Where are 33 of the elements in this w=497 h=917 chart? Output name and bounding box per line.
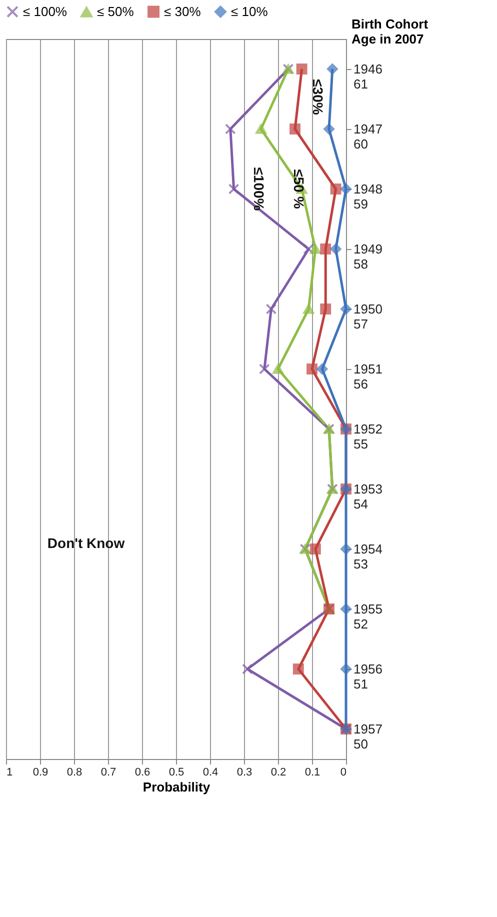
x-tick-label: 0.9: [32, 766, 48, 778]
y-tick-label: 1947 60: [354, 122, 382, 152]
y-tick-label: 1950 57: [354, 302, 382, 332]
x-tick-label: 0.2: [270, 766, 286, 778]
x-tick-label: 0.8: [66, 766, 82, 778]
y-tick-label: 1953 54: [354, 482, 382, 512]
legend-label: ≤ 10%: [231, 4, 268, 19]
x-tick-label: 0.7: [100, 766, 116, 778]
x-tick-label: 0: [340, 766, 346, 778]
x-tick-label: 0.3: [236, 766, 252, 778]
legend-label: ≤ 30%: [164, 4, 202, 19]
y-tick-label: 1956 51: [354, 662, 382, 692]
y-tick-label: 1951 56: [354, 362, 382, 392]
x-tick-label: 0.6: [134, 766, 150, 778]
x-tick-label: 0.4: [202, 766, 218, 778]
y-tick-label: 1948 59: [354, 182, 382, 212]
annotation: Don't Know: [47, 535, 125, 551]
y-tick-label: 1946 61: [354, 62, 382, 92]
legend-label: ≤ 50%: [97, 4, 134, 20]
y-tick-label: 1949 58: [354, 242, 382, 272]
x-tick-label: 1: [6, 766, 13, 778]
annotation: ≤100%: [251, 167, 267, 212]
y-tick-label: 1952 55: [354, 422, 382, 452]
legend-label: ≤ 100%: [23, 4, 68, 19]
y-tick-label: 1954 53: [354, 542, 382, 572]
y-tick-label: 1955 52: [354, 602, 382, 632]
x-tick-label: 0.1: [304, 766, 320, 778]
annotation: ≤30%: [310, 79, 326, 116]
y-tick-label: 1957 50: [354, 722, 382, 752]
annotation: ≤50 %: [291, 169, 307, 210]
x-axis-title: Probability: [142, 780, 211, 794]
y-axis-title: Birth Cohort Age in 2007: [352, 16, 429, 46]
x-tick-label: 0.5: [168, 766, 184, 778]
